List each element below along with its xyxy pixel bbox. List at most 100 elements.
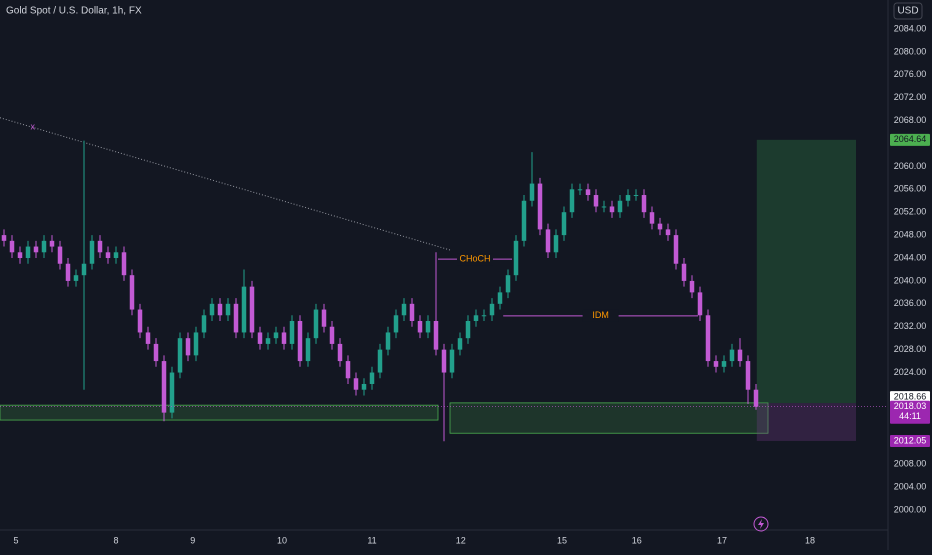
y-tick-label: 2048.00 (894, 229, 927, 239)
x-tick-label: 17 (717, 535, 727, 545)
candle-body (721, 361, 727, 367)
candle-body (73, 275, 79, 281)
candle-body (433, 321, 439, 350)
candle-body (449, 349, 455, 373)
currency-label[interactable]: USD (897, 6, 918, 17)
trendline (0, 117, 451, 251)
candle-body (577, 189, 583, 191)
candle-body (337, 343, 343, 362)
candle-body (33, 246, 39, 253)
candle-body (233, 303, 239, 333)
candle-body (753, 389, 759, 407)
price-tag-label: 2018.66 (894, 391, 927, 401)
candle-body (89, 240, 95, 264)
chart-title: Gold Spot / U.S. Dollar, 1h, FX (6, 6, 142, 17)
candle-body (201, 315, 207, 333)
candle-body (521, 200, 527, 241)
candle-body (345, 361, 351, 379)
candle-body (249, 286, 255, 333)
candle-body (385, 332, 391, 350)
y-tick-label: 2080.00 (894, 46, 927, 56)
candle-body (537, 183, 543, 230)
candle-body (369, 372, 375, 384)
candle-body (569, 189, 575, 213)
y-tick-label: 2036.00 (894, 298, 927, 308)
candle-body (65, 263, 71, 281)
currency-button[interactable] (893, 2, 923, 20)
y-tick-label: 2024.00 (894, 367, 927, 377)
y-tick-label: 2040.00 (894, 275, 927, 285)
level-label: IDM (592, 310, 609, 320)
candle-body (529, 183, 535, 201)
candle-body (25, 246, 31, 259)
candle-body (137, 309, 143, 333)
candle-body (153, 343, 159, 362)
y-tick-label: 2000.00 (894, 504, 927, 514)
candle-body (129, 275, 135, 310)
x-tick-label: 12 (456, 535, 466, 545)
y-tick-label: 2004.00 (894, 481, 927, 491)
price-tag (890, 133, 930, 146)
level-label-bg (582, 309, 619, 322)
candle-body (417, 321, 423, 333)
candle-body (17, 252, 23, 259)
candle-body (329, 326, 335, 344)
x-tick-label: 10 (277, 535, 287, 545)
candle-body (497, 292, 503, 304)
candle-body (105, 252, 111, 259)
y-tick-label: 2072.00 (894, 92, 927, 102)
price-tag (890, 434, 930, 447)
y-tick-label: 2060.00 (894, 161, 927, 171)
candle-body (265, 338, 271, 344)
candle-body (393, 315, 399, 333)
x-tick-label: 8 (113, 535, 118, 545)
candle-body (281, 332, 287, 344)
candle-body (113, 252, 119, 259)
target-area (756, 139, 856, 404)
candle-body (473, 315, 479, 322)
candle-body (1, 235, 7, 241)
candle-body (681, 263, 687, 281)
candle-body (505, 275, 511, 293)
candle-body (49, 240, 55, 247)
candle-body (401, 303, 407, 316)
x-tick-label: 5 (13, 535, 18, 545)
candle-body (169, 372, 175, 413)
last-price-tag (890, 400, 930, 424)
candle-body (81, 263, 87, 276)
candle-body (185, 338, 191, 356)
candle-body (545, 229, 551, 253)
candle-body (97, 240, 103, 253)
candle-body (649, 212, 655, 224)
demand-zone (449, 402, 769, 434)
candle-body (257, 332, 263, 344)
candle-body (121, 252, 127, 276)
y-tick-label: 2084.00 (894, 23, 927, 33)
candle-body (633, 195, 639, 197)
candle-body (425, 321, 431, 333)
candle-body (745, 361, 751, 390)
candle-body (313, 309, 319, 339)
candle-body (601, 206, 607, 208)
y-tick-label: 2052.00 (894, 207, 927, 217)
candle-body (729, 349, 735, 362)
candle-body (241, 286, 247, 333)
candle-body (161, 361, 167, 413)
candle-body (409, 303, 415, 322)
candle-body (561, 212, 567, 236)
alert-icon[interactable] (753, 516, 769, 532)
y-tick-label: 2008.00 (894, 459, 927, 469)
candle-body (625, 195, 631, 201)
candle-body (665, 229, 671, 236)
candle-body (641, 195, 647, 213)
candle-body (593, 195, 599, 207)
countdown: 44:11 (899, 411, 921, 421)
x-tick-label: 16 (632, 535, 642, 545)
candle-body (465, 321, 471, 339)
demand-zone (0, 404, 439, 421)
y-tick-label: 2028.00 (894, 344, 927, 354)
candle-body (41, 240, 47, 253)
candle-body (617, 200, 623, 213)
candle-body (145, 332, 151, 344)
